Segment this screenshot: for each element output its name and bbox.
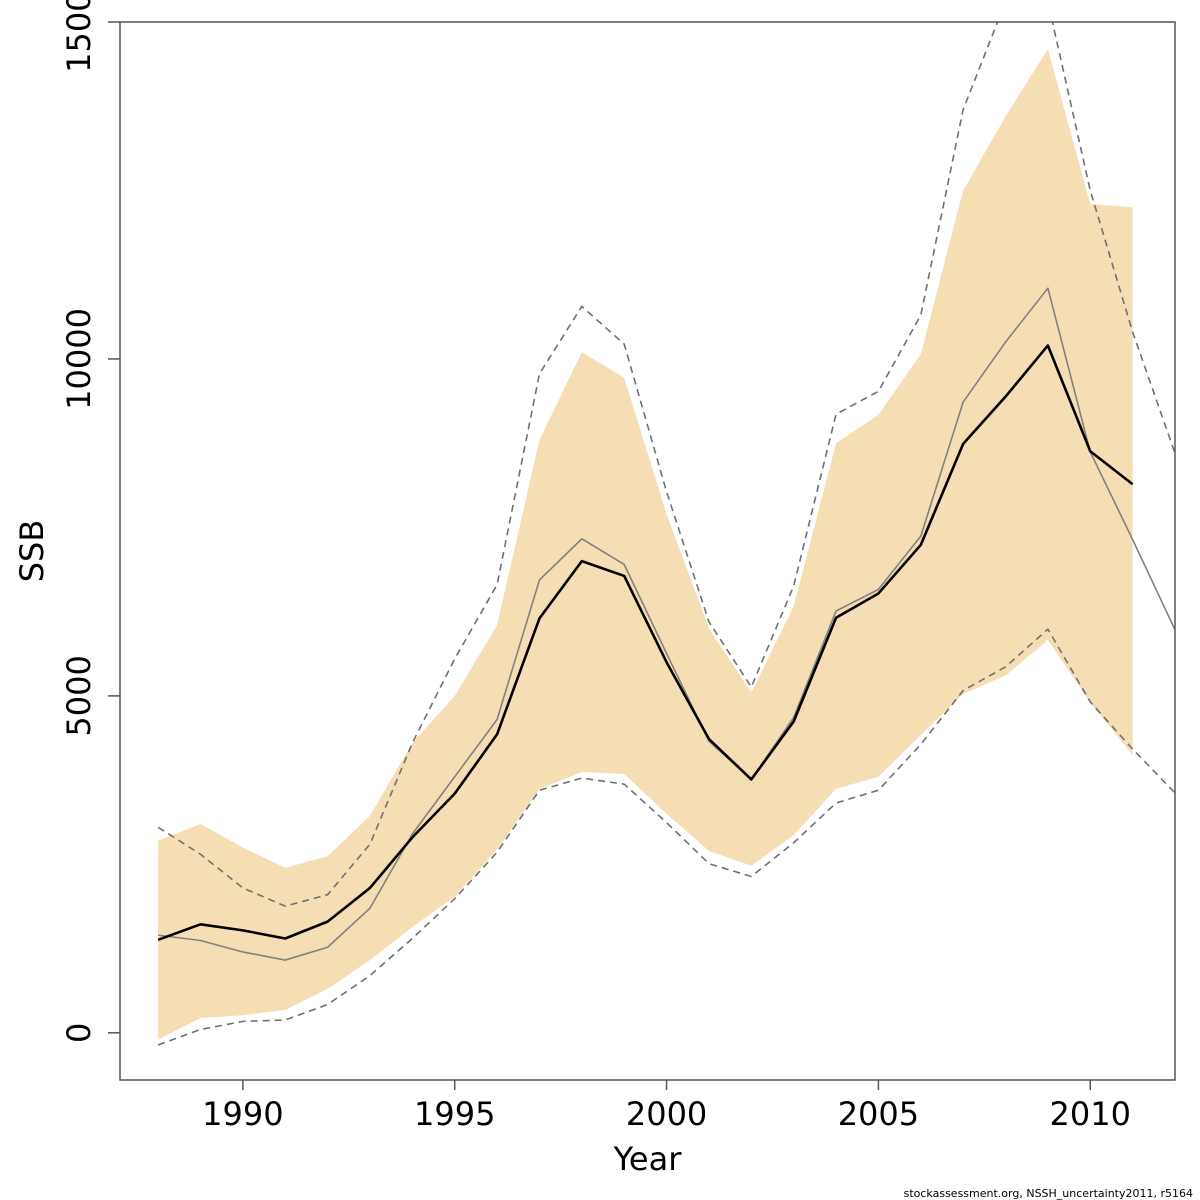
point-estimate-SSB-line: [158, 287, 1175, 961]
lower-dashed-bound-line: [157, 628, 1175, 1046]
x-tick-label: 2000: [626, 1095, 707, 1133]
y-axis: 0 5000 10000 15000: [60, 0, 120, 1043]
y-tick-label: 0: [60, 1023, 98, 1043]
x-tick-label: 2005: [838, 1095, 919, 1133]
upper-dashed-bound-line: [157, 22, 1175, 907]
credit-text: stockassessment.org, NSSH_uncertainty201…: [904, 1187, 1193, 1200]
median-SSB-line: [157, 344, 1134, 942]
x-tick-label: 1995: [414, 1095, 495, 1133]
plot-area: [157, 22, 1175, 1046]
x-tick-label: 2010: [1050, 1095, 1131, 1133]
plot-frame: [119, 21, 1176, 1081]
x-tick-label: 1990: [202, 1095, 283, 1133]
y-tick-label: 5000: [60, 655, 98, 736]
y-axis-title: SSB: [13, 520, 51, 583]
y-tick-label: 10000: [60, 308, 98, 410]
confidence-band: [158, 48, 1133, 1040]
x-axis: 1990 1995 2000 2005 2010: [202, 1080, 1131, 1133]
y-tick-label: 15000: [60, 0, 98, 73]
x-axis-title: Year: [613, 1140, 683, 1178]
